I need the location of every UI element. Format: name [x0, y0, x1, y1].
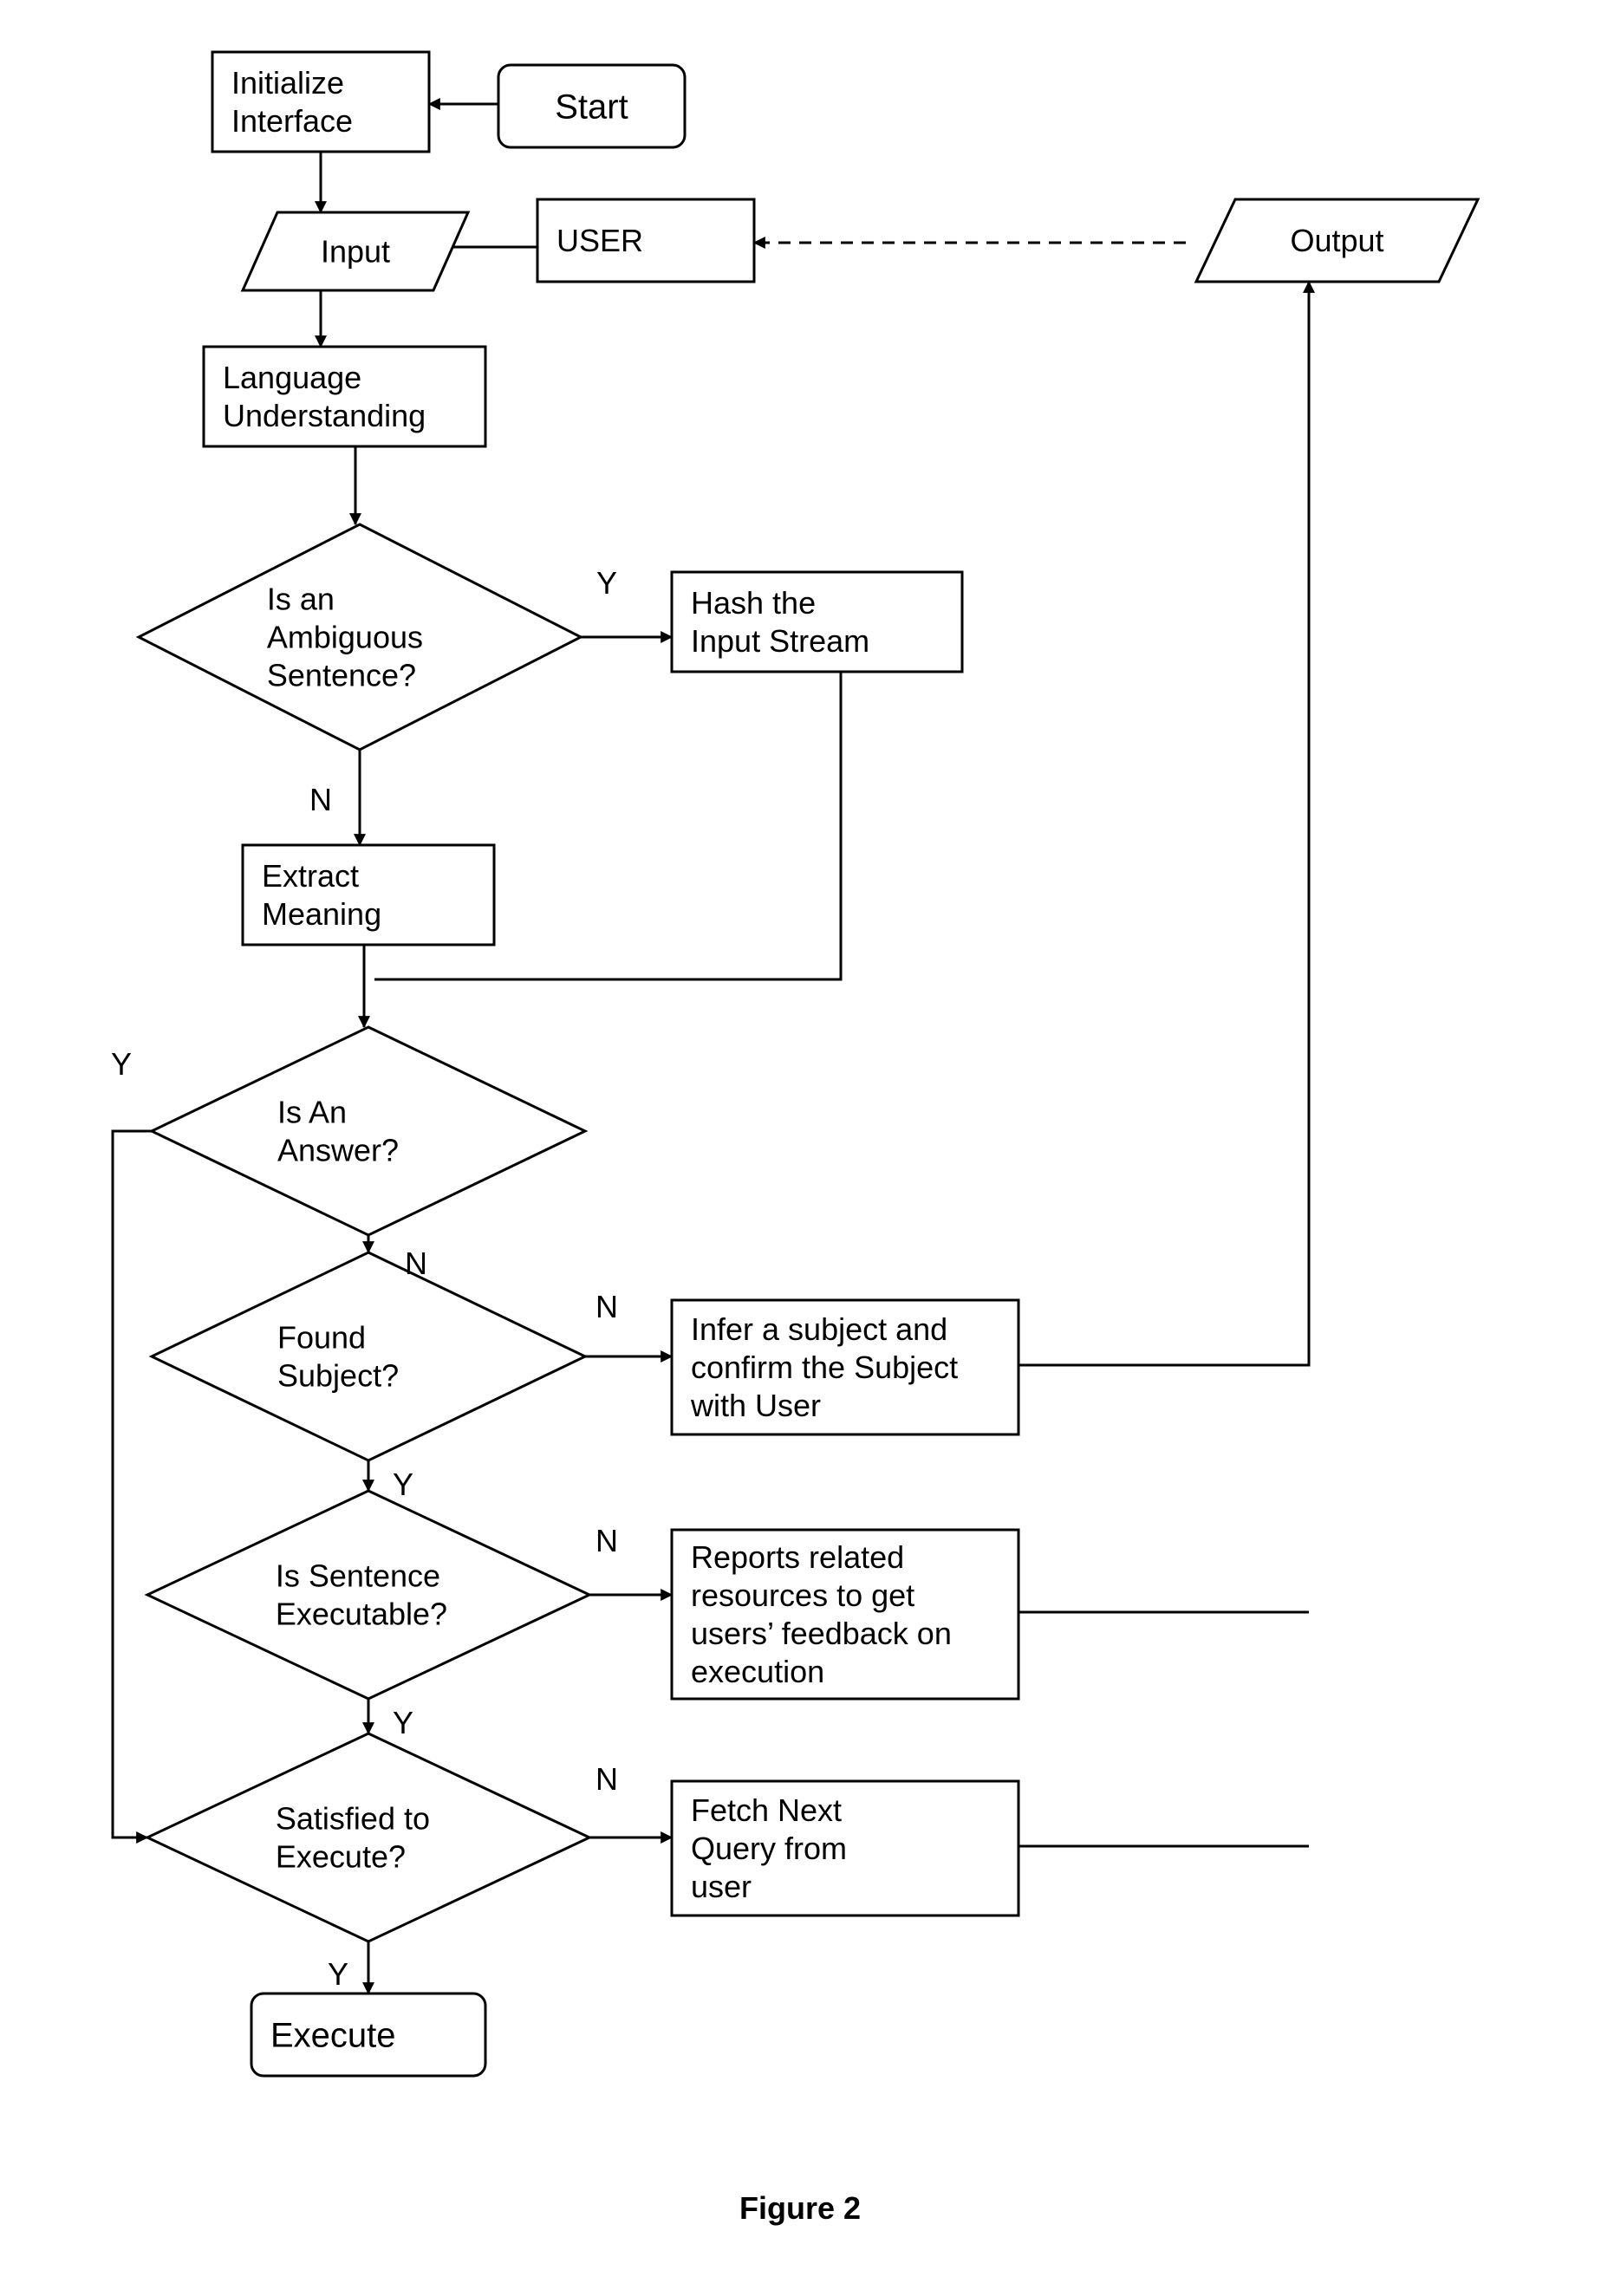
node-d_ambig: Is anAmbiguousSentence?	[139, 524, 581, 750]
node-d_exec: Is SentenceExecutable?	[147, 1491, 589, 1699]
edge-label: Y	[111, 1046, 132, 1082]
node-label: Start	[555, 88, 628, 127]
diamond-shape	[152, 1252, 585, 1460]
diamond-shape	[147, 1491, 589, 1699]
node-label: Execute	[270, 2017, 396, 2055]
node-reports: Reports relatedresources to getusers’ fe…	[672, 1530, 1019, 1699]
node-start: Start	[498, 65, 685, 147]
node-extract: ExtractMeaning	[243, 845, 494, 945]
node-label: USER	[556, 223, 643, 258]
node-hash: Hash theInput Stream	[672, 572, 962, 672]
node-d_subject: FoundSubject?	[152, 1252, 585, 1460]
node-label: Output	[1290, 223, 1383, 258]
edge-label: Y	[328, 1956, 348, 1992]
edge-label: Y	[393, 1705, 413, 1740]
edge-label: N	[309, 782, 332, 817]
edge-label: N	[595, 1761, 618, 1797]
edge-label: N	[595, 1289, 618, 1324]
node-infer: Infer a subject andconfirm the Subjectwi…	[672, 1300, 1019, 1434]
edge-label: N	[595, 1523, 618, 1558]
edge-label: N	[405, 1246, 427, 1281]
node-init: InitializeInterface	[212, 52, 429, 152]
node-fetch: Fetch NextQuery fromuser	[672, 1781, 1019, 1916]
flow-edge	[1019, 282, 1309, 1365]
edge-label: Y	[596, 565, 617, 601]
node-label: Input	[321, 234, 390, 270]
node-execute: Execute	[251, 1994, 485, 2076]
flow-edge	[113, 1131, 152, 1837]
node-d_answer: Is AnAnswer?	[152, 1027, 585, 1235]
figure-caption: Figure 2	[739, 2190, 861, 2226]
edge-label: Y	[393, 1467, 413, 1502]
node-user: USER	[537, 199, 754, 282]
diamond-shape	[152, 1027, 585, 1235]
node-lang: LanguageUnderstanding	[204, 347, 485, 446]
node-d_satisfied: Satisfied toExecute?	[147, 1733, 589, 1942]
node-output: Output	[1196, 199, 1478, 282]
node-input: Input	[243, 212, 468, 290]
diamond-shape	[147, 1733, 589, 1942]
